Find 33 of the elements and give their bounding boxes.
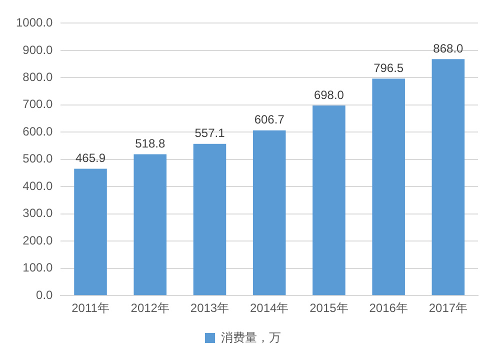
y-tick-label: 1000.0 — [16, 16, 54, 30]
y-tick-label: 100.0 — [22, 260, 54, 275]
data-label: 465.9 — [75, 151, 106, 165]
x-tick-label: 2012年 — [130, 301, 170, 316]
data-label: 796.5 — [374, 60, 404, 75]
bar — [134, 154, 167, 296]
bar — [432, 59, 465, 296]
y-tick-label: 300.0 — [22, 206, 54, 220]
data-label: 518.8 — [135, 136, 166, 151]
data-label: 698.0 — [314, 88, 344, 102]
data-label: 557.1 — [194, 126, 226, 140]
data-label: 606.7 — [254, 112, 285, 127]
y-tick-label: 200.0 — [22, 233, 54, 248]
x-tick-label: 2015年 — [310, 301, 348, 316]
x-tick-label: 2013年 — [190, 301, 230, 316]
y-tick-label: 800.0 — [22, 70, 54, 84]
y-tick-label: 0.0 — [36, 288, 54, 302]
bar — [193, 144, 226, 296]
bar — [252, 130, 286, 296]
bar — [74, 168, 107, 296]
y-tick-label: 600.0 — [22, 124, 54, 138]
data-label: 868.0 — [433, 41, 464, 56]
x-tick-label: 2011年 — [72, 301, 110, 316]
x-tick-label: 2017年 — [428, 301, 468, 316]
y-tick-label: 500.0 — [22, 152, 54, 166]
bar — [372, 78, 405, 296]
y-tick-label: 400.0 — [22, 178, 54, 193]
x-tick-label: 2014年 — [250, 301, 289, 316]
y-tick-label: 700.0 — [22, 97, 54, 112]
legend-label: 消费量，万 — [221, 330, 281, 344]
x-tick-label: 2016年 — [369, 301, 408, 316]
bar — [312, 105, 346, 296]
y-tick-label: 900.0 — [22, 42, 54, 57]
